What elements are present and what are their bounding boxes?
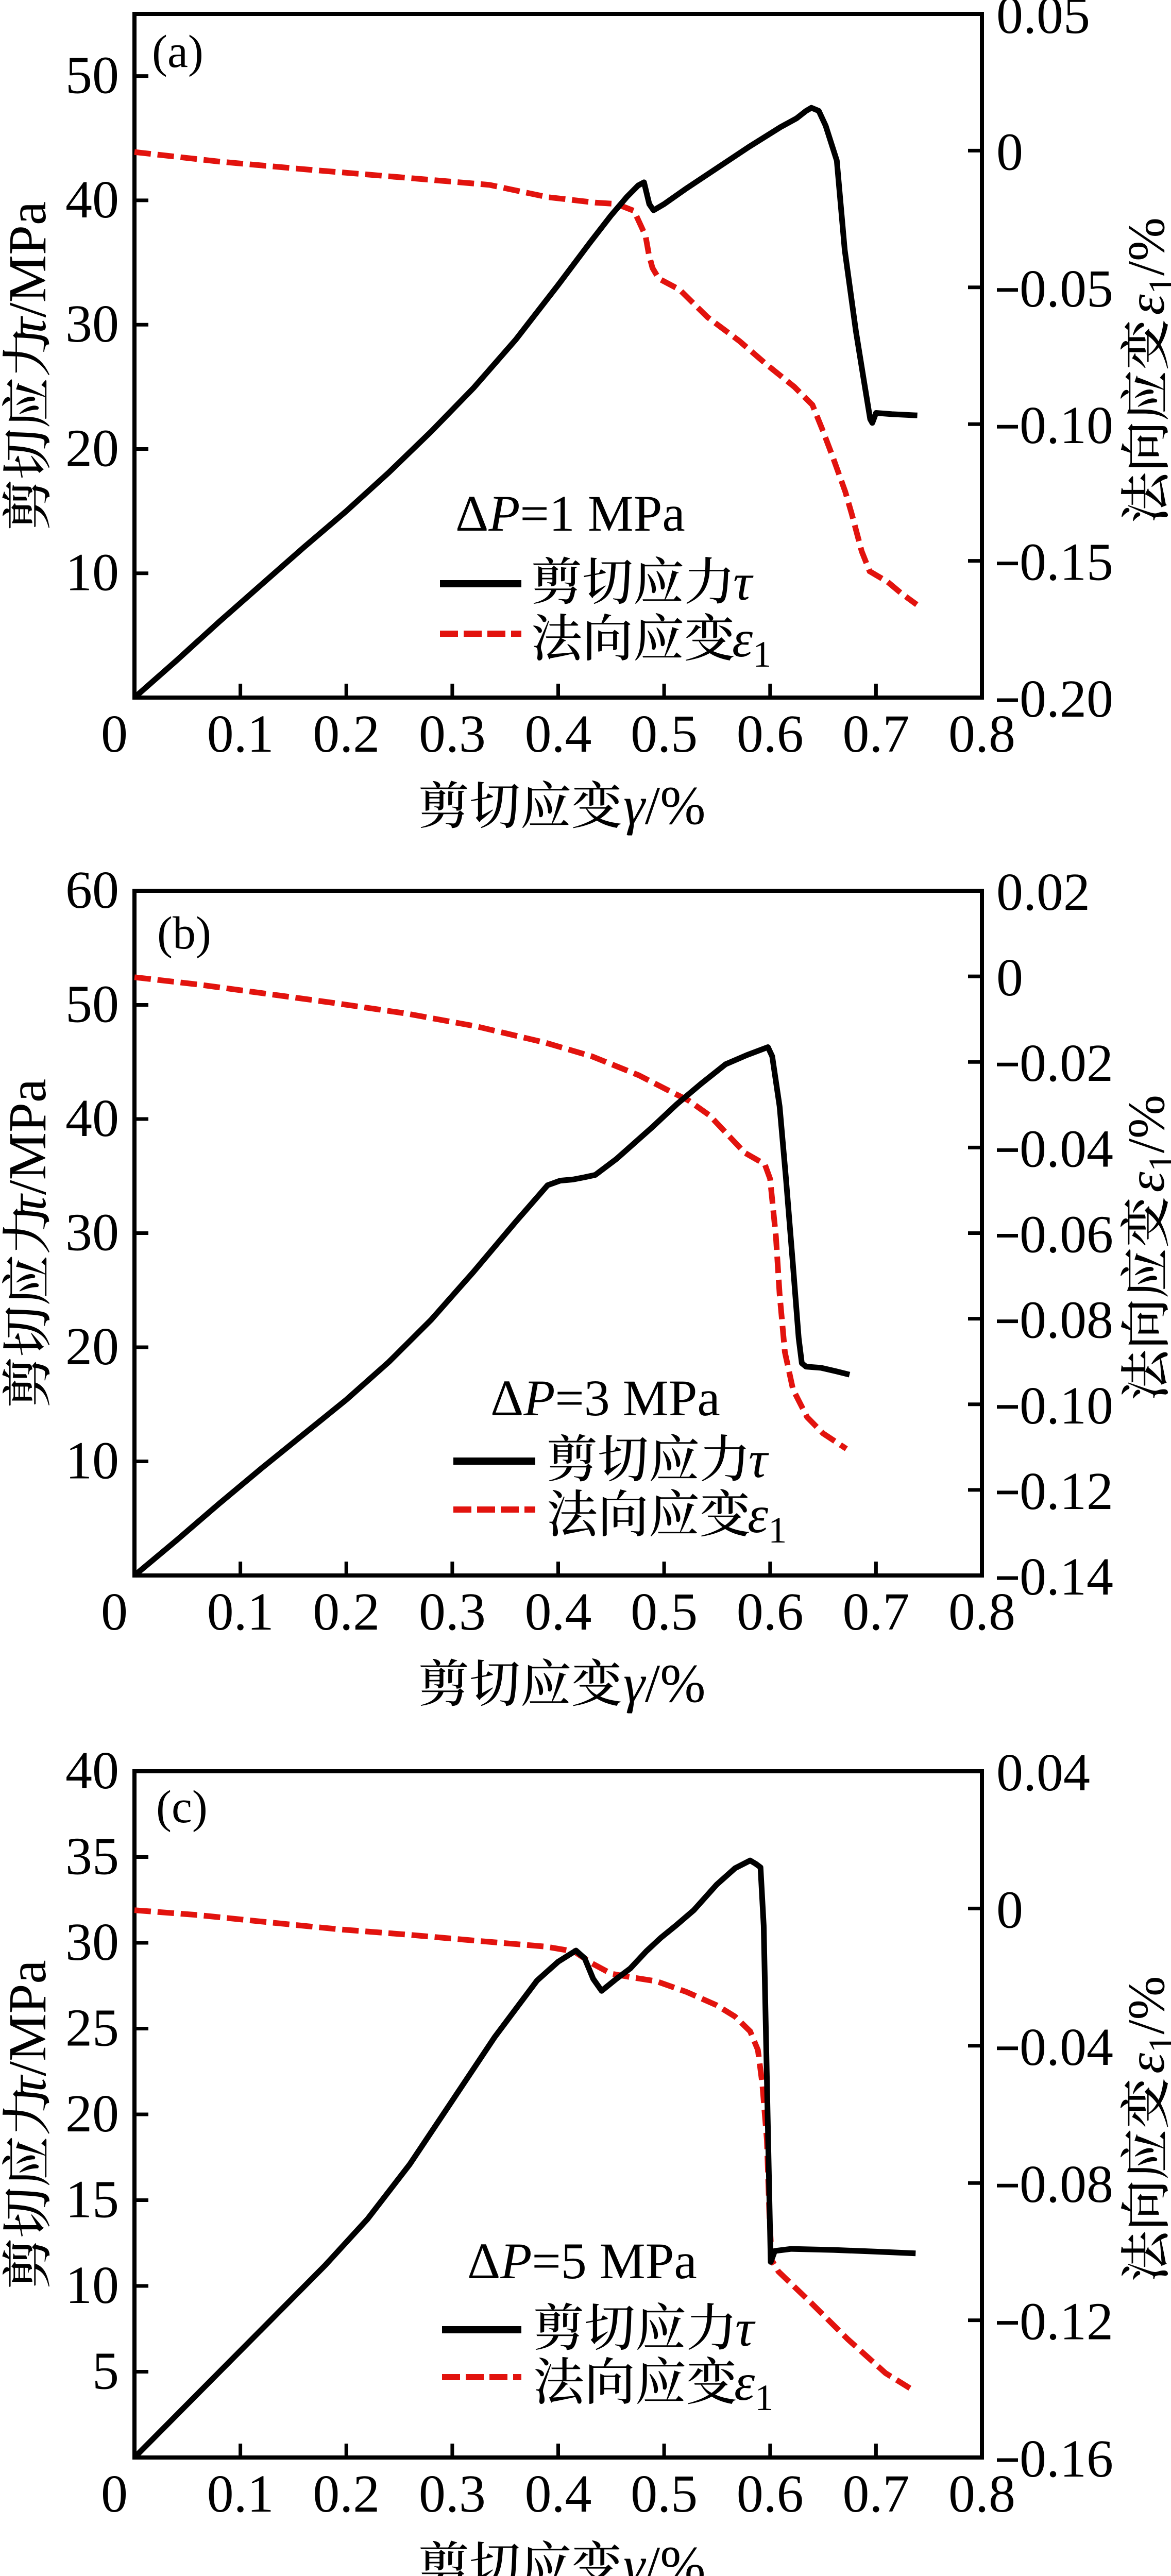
svg-text:ε1/%: ε1/% [1117, 217, 1171, 315]
svg-text:0.02: 0.02 [996, 862, 1090, 922]
svg-text:0: 0 [101, 2464, 128, 2523]
svg-text:0.7: 0.7 [842, 1582, 909, 1641]
svg-text:0: 0 [101, 704, 128, 764]
svg-text:0: 0 [996, 122, 1023, 181]
svg-text:τ/MPa: τ/MPa [0, 201, 57, 337]
svg-text:ε1: ε1 [732, 610, 771, 675]
svg-text:0.3: 0.3 [419, 2464, 486, 2523]
svg-text:0.6: 0.6 [737, 704, 804, 764]
svg-text:0.05: 0.05 [996, 0, 1090, 45]
svg-text:ε1: ε1 [734, 2353, 773, 2418]
svg-text:20: 20 [65, 419, 119, 478]
svg-text:0.10: 0.10 [1020, 396, 1113, 455]
svg-text:0.8: 0.8 [948, 704, 1015, 764]
svg-text:0.6: 0.6 [737, 2464, 804, 2523]
svg-text:ε1/%: ε1/% [1117, 1976, 1171, 2074]
svg-text:0.7: 0.7 [842, 704, 909, 764]
svg-text:0: 0 [996, 1880, 1023, 1939]
svg-text:0.08: 0.08 [1020, 1291, 1113, 1350]
svg-text:γ/%: γ/% [623, 1653, 706, 1714]
svg-text:0.5: 0.5 [631, 2464, 698, 2523]
svg-text:ΔP=3 MPa: ΔP=3 MPa [490, 1369, 720, 1427]
svg-text:0.3: 0.3 [419, 1582, 486, 1641]
svg-text:0.04: 0.04 [996, 1743, 1090, 1802]
svg-text:0.12: 0.12 [1020, 1462, 1113, 1521]
svg-text:20: 20 [65, 2084, 119, 2143]
svg-text:50: 50 [65, 46, 119, 105]
svg-text:0.5: 0.5 [631, 1582, 698, 1641]
svg-text:τ: τ [733, 553, 754, 612]
svg-text:5: 5 [92, 2342, 119, 2401]
svg-text:0.02: 0.02 [1020, 1033, 1113, 1093]
svg-text:(c): (c) [156, 1782, 208, 1833]
svg-text:0.7: 0.7 [842, 2464, 909, 2523]
svg-text:0.16: 0.16 [1020, 2429, 1113, 2488]
svg-text:0.2: 0.2 [313, 2464, 380, 2523]
svg-text:0.20: 0.20 [1020, 669, 1113, 728]
svg-text:40: 40 [65, 1741, 119, 1800]
svg-text:τ: τ [749, 1431, 769, 1489]
svg-text:10: 10 [65, 543, 119, 602]
svg-text:10: 10 [65, 2256, 119, 2315]
svg-text:0.5: 0.5 [631, 704, 698, 764]
svg-text:τ: τ [735, 2299, 756, 2358]
svg-text:0.06: 0.06 [1020, 1205, 1113, 1264]
svg-text:(b): (b) [157, 908, 211, 959]
svg-text:0.8: 0.8 [948, 1582, 1015, 1641]
svg-text:30: 30 [65, 1203, 119, 1262]
svg-text:25: 25 [65, 1998, 119, 2058]
svg-text:ε1: ε1 [748, 1486, 787, 1551]
svg-text:0.15: 0.15 [1020, 533, 1113, 592]
svg-text:50: 50 [65, 975, 119, 1034]
svg-text:ΔP=5 MPa: ΔP=5 MPa [467, 2232, 697, 2290]
svg-text:0.2: 0.2 [313, 1582, 380, 1641]
svg-text:0.2: 0.2 [313, 704, 380, 764]
svg-text:0.08: 0.08 [1020, 2155, 1113, 2214]
svg-text:0.8: 0.8 [948, 2464, 1015, 2523]
svg-text:0: 0 [996, 948, 1023, 1007]
svg-text:ΔP=1 MPa: ΔP=1 MPa [455, 485, 685, 542]
svg-text:0.10: 0.10 [1020, 1376, 1113, 1435]
svg-text:γ/%: γ/% [623, 2535, 706, 2576]
svg-text:40: 40 [65, 1089, 119, 1148]
svg-text:30: 30 [65, 1912, 119, 1972]
svg-text:35: 35 [65, 1827, 119, 1886]
svg-text:0: 0 [101, 1582, 128, 1641]
svg-text:0.04: 0.04 [1020, 2018, 1113, 2077]
svg-text:30: 30 [65, 294, 119, 353]
svg-text:0.1: 0.1 [207, 2464, 274, 2523]
svg-text:τ/MPa: τ/MPa [0, 1960, 57, 2095]
svg-text:0.1: 0.1 [207, 1582, 274, 1641]
svg-text:(a): (a) [152, 26, 203, 77]
svg-text:0.1: 0.1 [207, 704, 274, 764]
svg-text:0.4: 0.4 [525, 704, 592, 764]
svg-text:γ/%: γ/% [623, 775, 706, 836]
svg-text:0.05: 0.05 [1020, 259, 1113, 318]
svg-text:0.14: 0.14 [1020, 1547, 1113, 1606]
svg-text:40: 40 [65, 170, 119, 229]
svg-text:0.6: 0.6 [737, 1582, 804, 1641]
svg-text:0.3: 0.3 [419, 704, 486, 764]
svg-text:τ/MPa: τ/MPa [0, 1079, 57, 1214]
svg-text:0.12: 0.12 [1020, 2292, 1113, 2351]
svg-text:10: 10 [65, 1431, 119, 1490]
svg-text:ε1/%: ε1/% [1117, 1095, 1171, 1193]
svg-text:0.4: 0.4 [525, 2464, 592, 2523]
svg-text:60: 60 [65, 860, 119, 920]
svg-text:20: 20 [65, 1317, 119, 1376]
svg-text:0.04: 0.04 [1020, 1119, 1113, 1178]
svg-text:15: 15 [65, 2170, 119, 2229]
svg-text:0.4: 0.4 [525, 1582, 592, 1641]
